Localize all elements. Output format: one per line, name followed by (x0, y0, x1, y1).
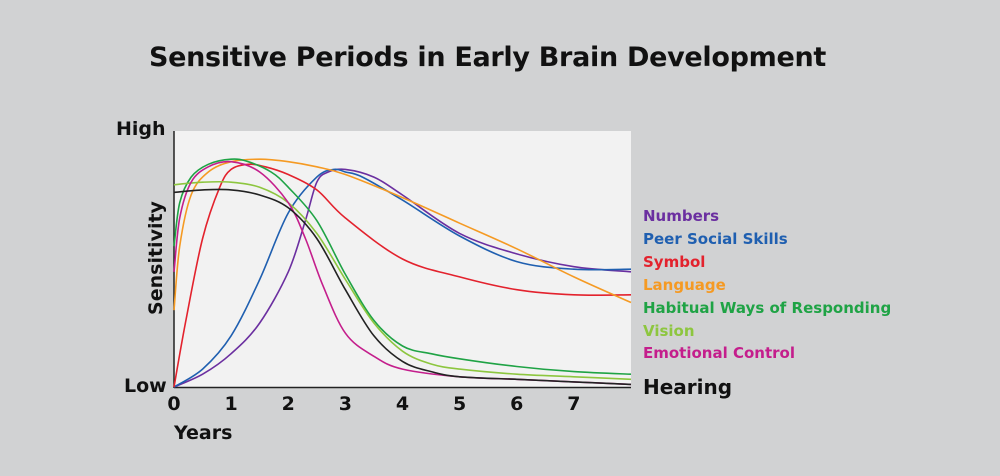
series-line-numbers (173, 168, 632, 388)
legend-emotional-control: Emotional Control (643, 344, 795, 362)
series-line-symbol (173, 163, 632, 388)
x-tick-2: 2 (281, 393, 295, 415)
x-tick-3: 3 (338, 393, 352, 415)
x-tick-6: 6 (510, 393, 524, 415)
series-line-habitual-ways-of-responding (173, 158, 632, 375)
x-tick-0: 0 (167, 393, 181, 415)
legend-numbers: Numbers (643, 207, 720, 225)
series-line-vision (173, 180, 632, 381)
legend-language: Language (643, 276, 726, 294)
x-tick-4: 4 (395, 393, 410, 415)
y-tick-high: High (116, 118, 166, 140)
series-line-peer-social-skills (173, 168, 632, 388)
x-tick-7: 7 (567, 393, 581, 415)
y-tick-low: Low (124, 375, 167, 397)
x-tick-5: 5 (453, 393, 467, 415)
chart-title: Sensitive Periods in Early Brain Develop… (148, 42, 827, 73)
legend-vision: Vision (643, 322, 695, 340)
x-tick-1: 1 (224, 393, 238, 415)
series-line-language (173, 158, 632, 311)
x-axis-label: Years (174, 422, 233, 444)
series-line-hearing (173, 188, 632, 386)
legend-peer-social-skills: Peer Social Skills (643, 230, 788, 248)
legend-habitual-ways-of-responding: Habitual Ways of Responding (643, 299, 892, 317)
legend-hearing: Hearing (643, 375, 733, 399)
legend-symbol: Symbol (643, 253, 706, 271)
